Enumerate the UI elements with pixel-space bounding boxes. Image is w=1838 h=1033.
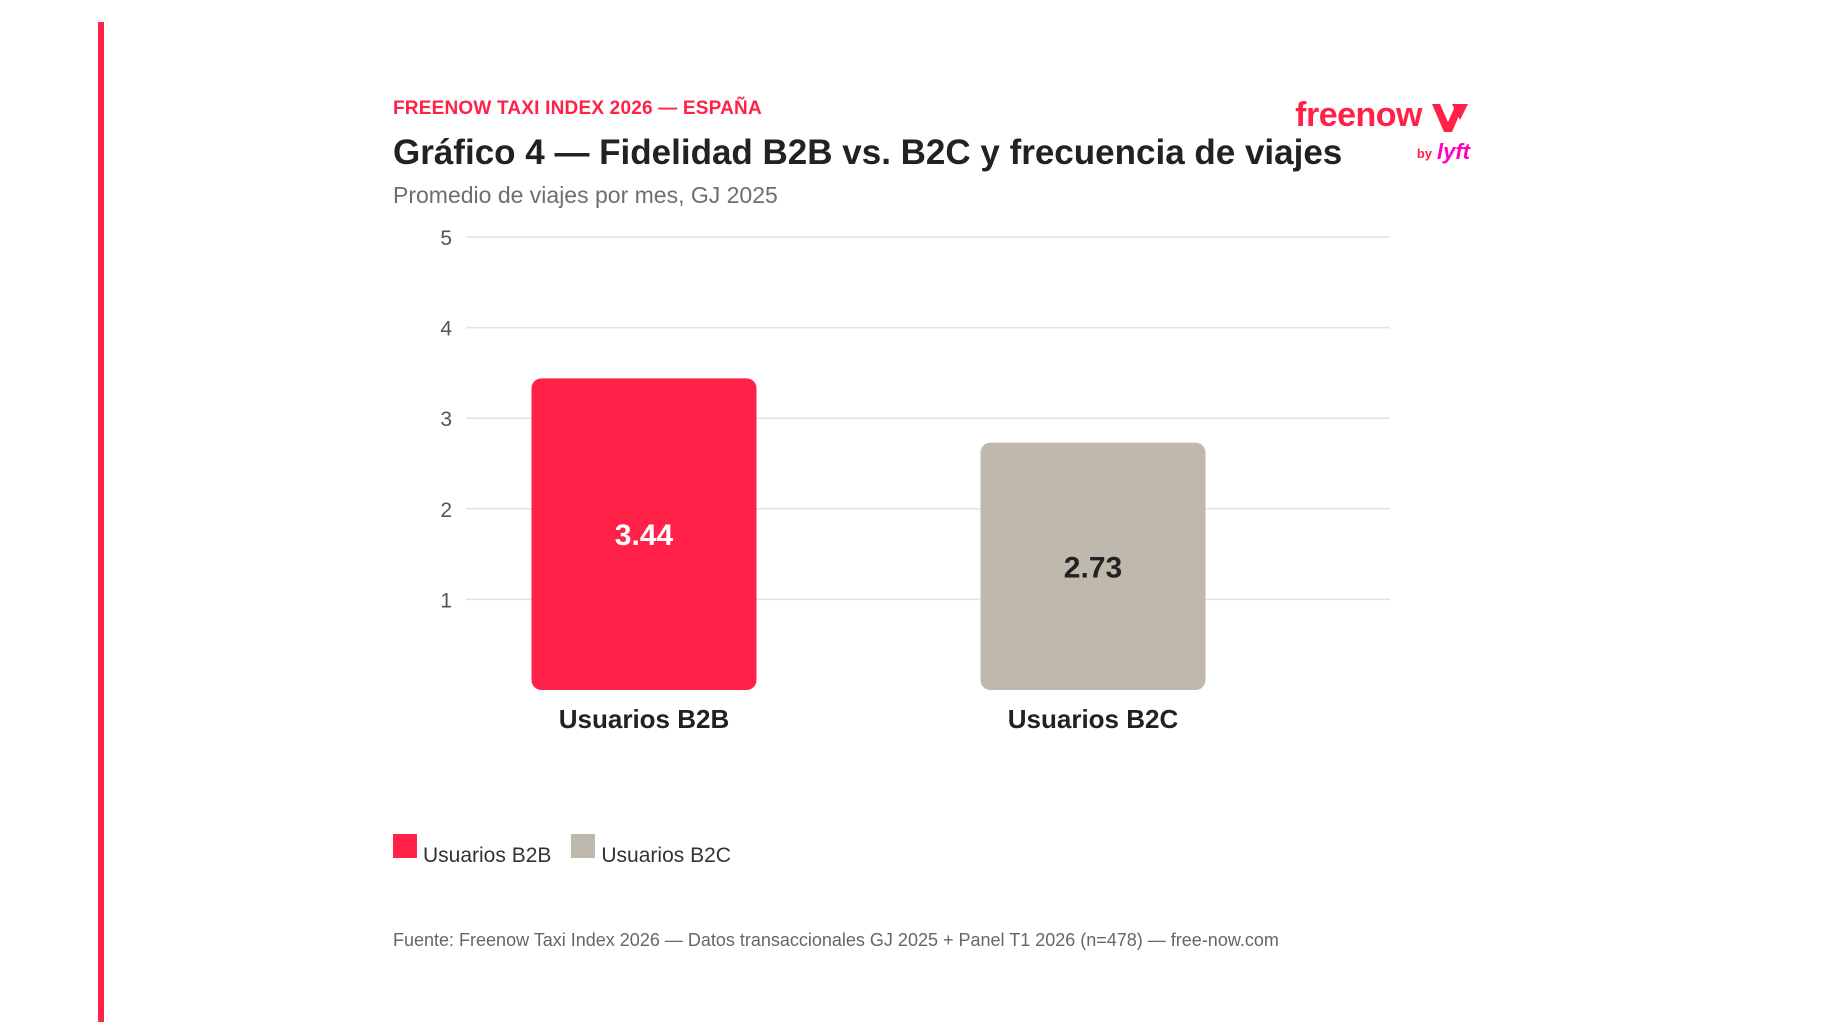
legend-item-b2b: Usuarios B2B bbox=[393, 834, 552, 868]
chart-legend: Usuarios B2B Usuarios B2C bbox=[393, 834, 751, 868]
freenow-mark-icon bbox=[1432, 104, 1468, 132]
legend-item-b2c: Usuarios B2C bbox=[571, 834, 731, 868]
y-tick-label: 3 bbox=[440, 408, 452, 431]
logo-by: by bbox=[1416, 146, 1432, 161]
chart-title: Gráfico 4 — Fidelidad B2B vs. B2C y frec… bbox=[393, 133, 1343, 172]
logo-wordmark: freenow bbox=[1295, 96, 1422, 134]
bar-b2c bbox=[980, 442, 1206, 690]
source-note: Fuente: Freenow Taxi Index 2026 — Datos … bbox=[393, 930, 1279, 950]
y-tick-label: 5 bbox=[440, 227, 452, 250]
report-kicker: FREENOW TAXI INDEX 2026 — ESPAÑA bbox=[393, 98, 762, 119]
legend-label-b2c: Usuarios B2C bbox=[601, 844, 731, 867]
legend-swatch-b2c bbox=[571, 834, 596, 858]
chart-subtitle: Promedio de viajes por mes, GJ 2025 bbox=[393, 182, 778, 208]
freenow-logo: freenow by lyft bbox=[1270, 96, 1470, 168]
y-tick-label: 1 bbox=[440, 589, 452, 612]
y-tick-label: 2 bbox=[440, 499, 452, 522]
accent-bar bbox=[98, 22, 104, 1022]
x-category-label: Usuarios B2B bbox=[559, 704, 730, 734]
x-category-label: Usuarios B2C bbox=[1008, 704, 1179, 734]
y-tick-label: 4 bbox=[440, 318, 452, 341]
bar-value-label: 3.44 bbox=[615, 519, 674, 552]
lyft-logo: lyft bbox=[1437, 139, 1470, 164]
legend-label-b2b: Usuarios B2B bbox=[423, 844, 552, 867]
bar-b2b bbox=[531, 378, 757, 690]
bar-value-label: 2.73 bbox=[1064, 551, 1122, 584]
legend-swatch-b2b bbox=[393, 834, 417, 858]
